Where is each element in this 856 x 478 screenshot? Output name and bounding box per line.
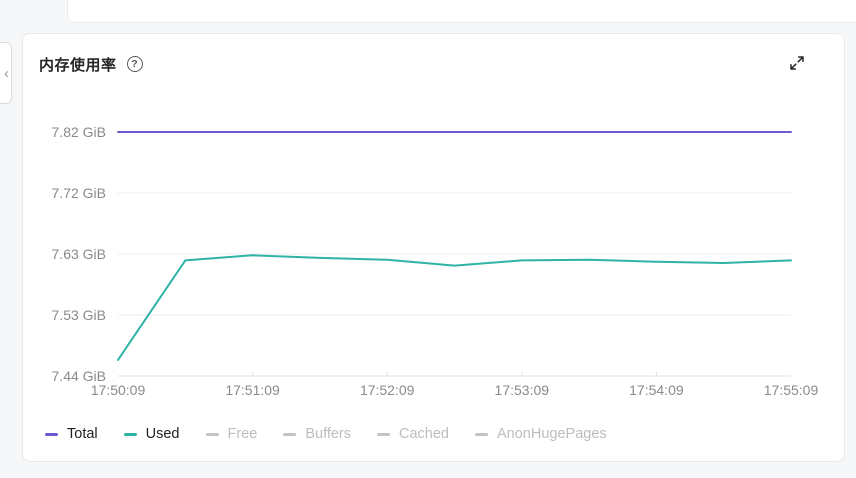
help-icon[interactable]: ? [126, 56, 143, 72]
legend-label: Total [67, 426, 98, 442]
chart-canvas [117, 131, 792, 377]
y-axis-label: 7.44 GiB [51, 368, 106, 384]
x-axis-label: 17:55:09 [763, 382, 819, 398]
chevron-left-icon: ‹ [4, 64, 9, 82]
panel-collapse-button[interactable]: ‹ [0, 42, 12, 104]
y-axis-label: 7.53 GiB [51, 307, 106, 323]
card-above [67, 0, 856, 23]
legend-item-free[interactable]: Free [205, 426, 258, 442]
legend-item-anonhugepages[interactable]: AnonHugePages [475, 426, 607, 442]
legend-label: Cached [399, 426, 449, 442]
legend-item-total[interactable]: Total [45, 426, 98, 442]
legend-label: Free [227, 426, 258, 442]
legend-label: Used [145, 426, 180, 442]
y-axis-label: 7.63 GiB [51, 246, 106, 262]
legend-label: Buffers [305, 426, 352, 442]
x-axis-label: 17:53:09 [494, 382, 550, 398]
legend-dash-icon [283, 432, 297, 436]
line-chart-plot[interactable]: 7.44 GiB 7.53 GiB 7.63 GiB 7.72 GiB 7.82 GiB… [23, 34, 846, 463]
series-line-used [117, 254, 792, 361]
card-title: 内存使用率 [39, 56, 117, 74]
legend-dash-icon [205, 432, 219, 436]
legend-dash-icon [123, 432, 137, 436]
card-header: 内存使用率 ? [39, 52, 828, 76]
x-axis-label: 17:51:09 [225, 382, 280, 398]
legend-dash-icon [45, 432, 58, 436]
legend-item-buffers[interactable]: Buffers [283, 426, 351, 442]
x-axis-label: 17:54:09 [629, 382, 684, 398]
y-axis-label: 7.82 GiB [51, 124, 106, 140]
legend-item-used[interactable]: Used [123, 426, 180, 442]
legend-label: AnonHugePages [497, 426, 607, 442]
x-axis-label: 17:50:09 [90, 382, 146, 398]
y-axis-label: 7.72 GiB [51, 185, 106, 201]
memory-usage-card: 内存使用率 ? 7.44 GiB 7.53 GiB 7.63 GiB 7.72 GiB… [22, 33, 845, 462]
chart-legend: Total Used Free Buffers Cached AnonHugePages [45, 424, 607, 444]
expand-icon[interactable] [788, 54, 806, 72]
x-axis-label: 17:52:09 [359, 382, 415, 398]
legend-item-cached[interactable]: Cached [377, 426, 449, 442]
legend-dash-icon [475, 432, 488, 436]
legend-dash-icon [377, 432, 391, 436]
